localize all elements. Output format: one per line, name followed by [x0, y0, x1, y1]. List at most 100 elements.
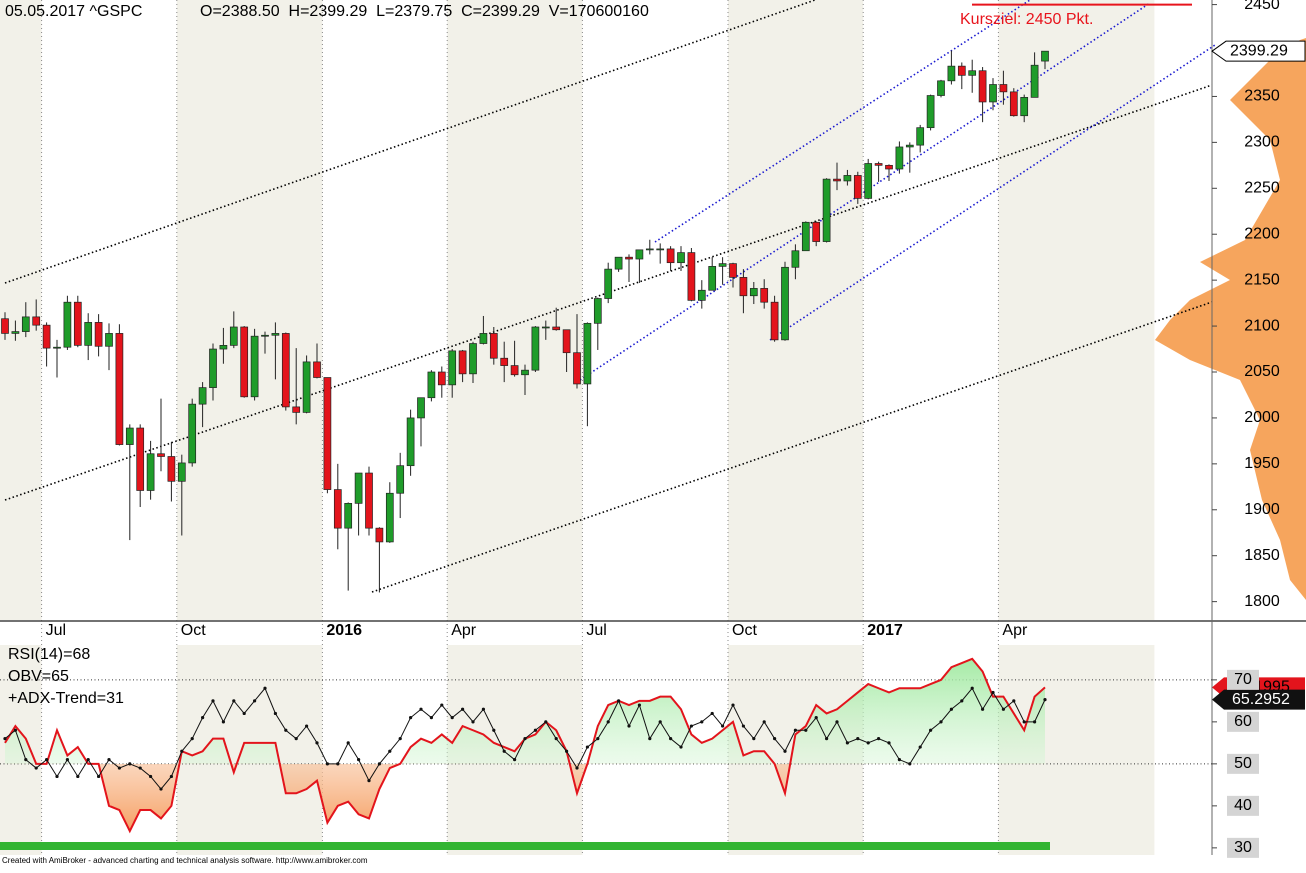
- point: [65, 758, 69, 762]
- candle-body: [510, 365, 519, 376]
- y-tick-label: 60: [1234, 713, 1252, 730]
- trend-line: [769, 44, 1216, 341]
- x-tick-label: Apr: [1002, 622, 1028, 639]
- candle-body: [562, 329, 571, 354]
- point: [637, 703, 642, 707]
- point: [461, 707, 465, 711]
- point: [877, 737, 881, 741]
- target-label: Kursziel: 2450 Pkt.: [960, 11, 1093, 28]
- y-tick-label: 1850: [1244, 547, 1280, 564]
- candle-body: [1030, 64, 1039, 98]
- point: [1043, 698, 1047, 702]
- point: [513, 758, 517, 762]
- candle-body: [271, 333, 280, 336]
- candle-body: [469, 343, 477, 375]
- point: [440, 703, 444, 707]
- point: [679, 745, 683, 749]
- point: [710, 711, 714, 716]
- footer: Created with AmiBroker - advanced charti…: [2, 856, 368, 865]
- y-tick-label: 30: [1234, 839, 1252, 856]
- point: [221, 720, 225, 724]
- candle-body: [396, 465, 405, 494]
- point: [253, 699, 257, 703]
- candle-body: [146, 453, 155, 491]
- y-tick-label: 2000: [1244, 409, 1280, 426]
- point: [804, 728, 808, 732]
- candle-body: [458, 350, 467, 375]
- y-tick-label: 2250: [1244, 180, 1280, 197]
- point: [617, 699, 621, 703]
- candle-body: [209, 348, 217, 388]
- trend-lines: [4, 0, 1216, 593]
- point: [24, 758, 28, 762]
- point: [897, 758, 902, 762]
- candle-body: [916, 127, 925, 146]
- point: [294, 737, 298, 741]
- point: [55, 774, 59, 779]
- last-price-box: [1211, 40, 1306, 62]
- candle-body: [354, 472, 363, 504]
- candle-body: [281, 333, 290, 408]
- y-tick-label: 70: [1234, 671, 1252, 688]
- point: [554, 737, 558, 741]
- point: [741, 724, 746, 728]
- candle-body: [1020, 97, 1029, 117]
- candle-body: [521, 369, 529, 376]
- point: [825, 737, 829, 741]
- candle-body: [73, 301, 82, 346]
- candle-body: [53, 346, 61, 349]
- point: [201, 716, 205, 720]
- point: [773, 737, 777, 741]
- point: [762, 720, 766, 724]
- candle-body: [947, 65, 956, 82]
- trend-line: [371, 301, 1213, 593]
- candle-body: [604, 268, 613, 299]
- point: [669, 737, 673, 741]
- candle-body: [157, 453, 165, 457]
- legend-entry: RSI(14)=68: [8, 646, 90, 663]
- candle-body: [833, 178, 841, 182]
- point: [585, 745, 590, 749]
- point: [689, 724, 694, 728]
- candle-body: [437, 371, 446, 386]
- candle-body: [136, 427, 145, 491]
- candle-body: [697, 289, 706, 301]
- point: [305, 724, 309, 728]
- candle-body: [645, 248, 654, 251]
- candle-body: [427, 371, 436, 399]
- period-band: [176, 0, 323, 620]
- candle-body: [770, 301, 779, 341]
- value-label: 65.2952: [1232, 691, 1290, 708]
- point: [814, 716, 818, 720]
- point: [263, 686, 267, 690]
- point: [367, 779, 371, 783]
- candle-body: [552, 326, 561, 331]
- value-box: [1212, 689, 1305, 710]
- point: [845, 741, 850, 745]
- point: [1001, 707, 1006, 711]
- point: [409, 716, 413, 720]
- candle-body: [188, 403, 197, 464]
- y-tick-label: 2200: [1244, 225, 1280, 242]
- y-tick-label: 40: [1234, 797, 1252, 814]
- candle-body: [635, 249, 644, 260]
- candle-body: [531, 326, 540, 371]
- candle-body: [84, 322, 93, 346]
- y-tick-label: 1800: [1244, 593, 1280, 610]
- point: [1012, 699, 1016, 703]
- period-band: [728, 0, 864, 620]
- point: [1033, 720, 1037, 724]
- candle-body: [957, 65, 966, 76]
- y-tick-label: 1950: [1244, 455, 1280, 472]
- candle-body: [708, 266, 717, 291]
- point: [86, 758, 90, 762]
- point: [34, 766, 38, 770]
- point: [835, 720, 839, 724]
- legend-entry: OBV=65: [8, 668, 69, 685]
- candle-body: [406, 417, 415, 467]
- y-tick-label: 2100: [1244, 317, 1280, 334]
- tick-box: [1227, 837, 1259, 858]
- x-tick-label: Oct: [732, 622, 757, 639]
- point: [502, 749, 506, 753]
